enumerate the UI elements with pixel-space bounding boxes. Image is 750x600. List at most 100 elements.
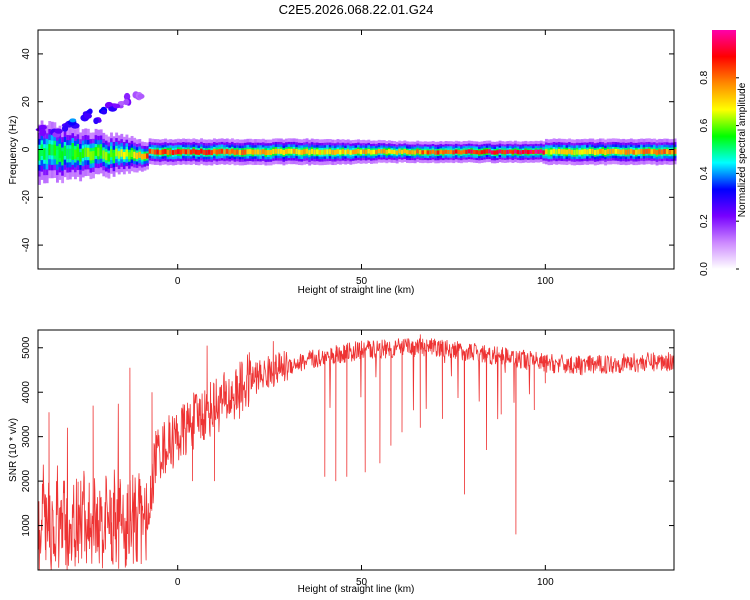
- spectrogram-cell: [452, 150, 456, 155]
- spectrogram-cell: [339, 149, 342, 155]
- spectrogram-cell: [498, 149, 502, 154]
- spectrogram-cell: [411, 150, 415, 155]
- spectrogram-cell: [202, 149, 206, 155]
- spectrogram-cell: [158, 150, 162, 156]
- spectrogram-cell: [125, 149, 129, 157]
- spectrogram-cell: [387, 149, 391, 154]
- spectrogram-blob: [54, 128, 63, 134]
- spectrogram-cell: [346, 149, 350, 155]
- spectrogram-cell: [658, 149, 662, 155]
- spectrogram-cell: [532, 149, 535, 155]
- spectrogram-cell: [277, 148, 281, 154]
- spectrogram-cell: [514, 149, 517, 154]
- spectrogram-cell: [328, 149, 332, 155]
- spectrogram-cell: [462, 149, 466, 154]
- spectrogram-cell: [310, 148, 314, 154]
- snr-y-tick-label: 2000: [21, 470, 32, 493]
- spectrogram-cell: [642, 149, 646, 155]
- spectrogram-x-label: Height of straight line (km): [298, 285, 415, 296]
- spectrogram-cell: [74, 149, 77, 160]
- spectrogram-cell: [534, 149, 538, 154]
- spectrogram-cell: [110, 149, 113, 158]
- spectrogram-cell: [457, 149, 461, 155]
- spectrogram-cell: [151, 149, 155, 155]
- spectrogram-cell: [488, 149, 492, 154]
- spectrogram-cell: [184, 149, 188, 155]
- spectrogram-cell: [364, 149, 368, 155]
- spectrogram-cell: [588, 148, 592, 154]
- spectrogram-cell: [403, 149, 407, 154]
- spectrogram-x-tick-label: 100: [537, 276, 554, 287]
- spectrogram-cell: [303, 149, 306, 155]
- spectrogram-cell: [637, 149, 641, 155]
- spectrogram-cell: [308, 150, 312, 156]
- spectrogram-cell: [377, 149, 381, 154]
- spectrogram-cell: [120, 149, 124, 157]
- spectrogram-cell: [207, 149, 211, 155]
- spectrogram-cell: [483, 149, 487, 154]
- spectrogram-cell: [292, 148, 296, 154]
- spectrogram-cell: [146, 153, 149, 159]
- spectrogram-cell: [629, 148, 633, 154]
- spectrogram-cell: [511, 150, 515, 155]
- spectrogram-cell: [68, 148, 72, 159]
- spectrogram-cell: [148, 148, 152, 154]
- spectrogram-cell: [115, 148, 119, 157]
- spectrogram-cell: [519, 150, 523, 155]
- spectrogram-cell: [176, 149, 180, 155]
- spectrogram-cell: [418, 150, 422, 155]
- spectrogram-cell: [524, 149, 528, 154]
- spectrogram-cell: [107, 153, 111, 162]
- spectrogram-cell: [663, 148, 667, 154]
- spectrogram-cell: [341, 149, 345, 155]
- spectrogram-cell: [192, 148, 196, 154]
- figure-title: C2E5.2026.068.22.01.G24: [279, 2, 434, 17]
- spectrogram-cell: [318, 149, 322, 155]
- spectrogram-panel: 0 50 100 -40 -20 0 20 40 Height of straight li…: [8, 29, 677, 296]
- spectrogram-x-ticks: 0 50 100: [175, 30, 554, 287]
- spectrogram-cell: [210, 150, 214, 156]
- spectrogram-cell: [269, 149, 273, 155]
- spectrogram-cell: [92, 150, 95, 160]
- spectrogram-cell: [526, 150, 530, 155]
- spectrogram-cell: [63, 145, 67, 156]
- spectrogram-cell: [45, 148, 49, 160]
- snr-frame: [37, 329, 675, 571]
- spectrogram-cell: [544, 149, 548, 155]
- spectrogram-cell: [153, 149, 157, 155]
- snr-y-tick-label: 3000: [21, 425, 32, 448]
- spectrogram-cell: [552, 148, 556, 154]
- spectrogram-cell: [349, 150, 353, 155]
- spectrogram-cell: [135, 152, 139, 160]
- spectrogram-cell: [81, 148, 85, 158]
- spectrogram-cell: [261, 149, 265, 155]
- spectrogram-cell: [673, 148, 677, 154]
- spectrogram-cell: [295, 149, 299, 155]
- spectrogram-cell: [223, 149, 227, 155]
- spectrogram-cell: [48, 144, 52, 156]
- spectrogram-cell: [516, 150, 520, 155]
- spectrogram-cell: [653, 149, 656, 155]
- spectrogram-cell: [431, 149, 435, 154]
- spectrogram-cell: [385, 149, 389, 155]
- spectrogram-cell: [259, 149, 263, 155]
- spectrogram-cell: [647, 148, 651, 154]
- spectrogram-cell: [503, 150, 507, 155]
- spectrogram-cell: [426, 150, 430, 155]
- spectrogram-cell: [555, 149, 559, 155]
- spectrogram-cell: [624, 149, 628, 155]
- spectrogram-cell: [76, 147, 80, 158]
- spectrogram-cell: [243, 149, 247, 155]
- spectrogram-cell: [490, 150, 494, 155]
- spectrogram-cell: [326, 149, 330, 155]
- colorbar: 0.0 0.2 0.4 0.6 0.8 Normalized spectral ampl…: [699, 30, 748, 276]
- spectrogram-cell: [632, 149, 636, 155]
- spectrogram-cell: [197, 149, 201, 155]
- spectrogram-cell: [256, 149, 260, 155]
- colorbar-label: Normalized spectral amplitude: [737, 82, 748, 217]
- spectrogram-cell: [604, 149, 608, 156]
- spectrogram-cell: [539, 149, 543, 154]
- spectrogram-cell: [169, 149, 173, 155]
- spectrogram-cell: [285, 149, 288, 155]
